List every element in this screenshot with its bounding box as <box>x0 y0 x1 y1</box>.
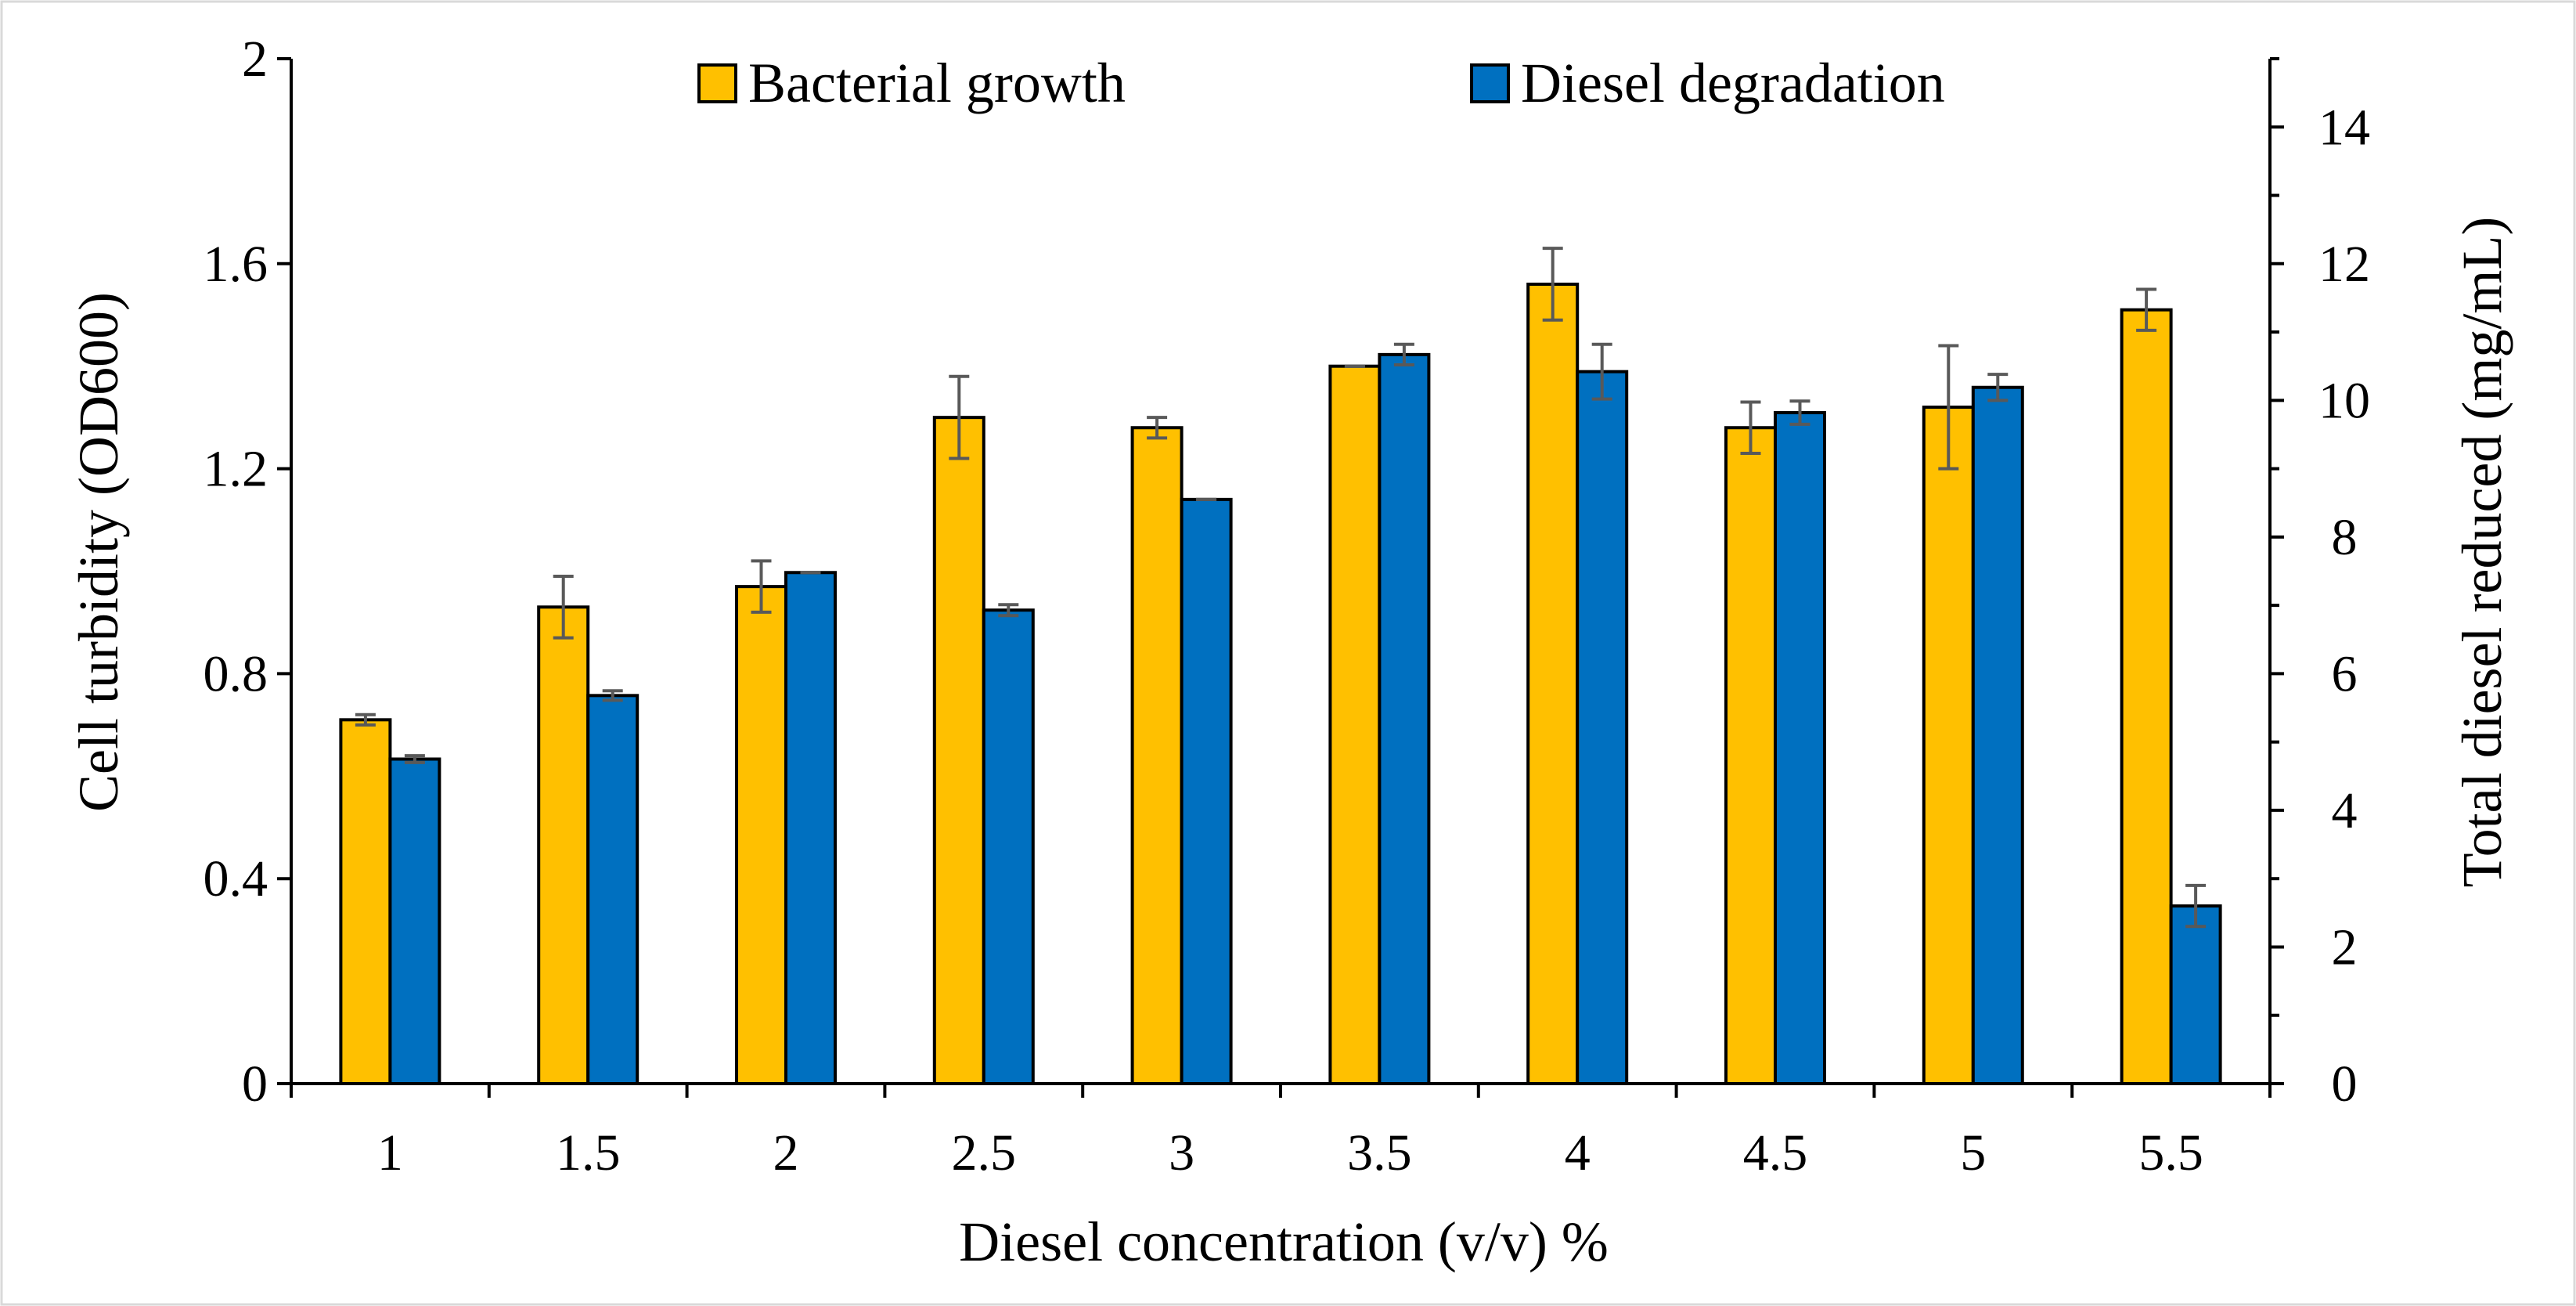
bar-diesel-degradation <box>1576 370 1629 1085</box>
x-tick-label: 1.5 <box>556 1124 621 1182</box>
bar-bacterial-growth <box>932 416 985 1085</box>
y-tick-label: 1.6 <box>204 236 268 293</box>
y2-tick-label: 6 <box>2332 645 2358 702</box>
y2-tick-label: 10 <box>2318 372 2370 429</box>
x-axis-title: Diesel concentration (v/v) % <box>959 1210 1609 1273</box>
bar-bacterial-growth <box>1922 406 1975 1085</box>
y-tick-label: 0.4 <box>204 850 268 907</box>
bar-diesel-degradation <box>784 571 837 1085</box>
x-tick-label: 2 <box>773 1124 799 1182</box>
bar-bacterial-growth <box>735 585 787 1085</box>
bar-bacterial-growth <box>1130 426 1184 1085</box>
x-tick-label: 5 <box>1960 1124 1986 1182</box>
bar-bacterial-growth <box>339 718 392 1085</box>
y2-tick-label: 12 <box>2318 236 2370 293</box>
y2-tick-label: 8 <box>2332 509 2358 566</box>
y-tick-label: 1.2 <box>204 441 268 498</box>
x-tick-label: 1 <box>377 1124 403 1182</box>
y2-tick-label: 14 <box>2318 99 2370 156</box>
legend-label-bacterial-growth: Bacterial growth <box>748 52 1126 114</box>
x-tick-label: 5.5 <box>2138 1124 2203 1182</box>
x-tick-label: 4 <box>1565 1124 1591 1182</box>
bar-bacterial-growth <box>1526 282 1580 1086</box>
bar-bacterial-growth <box>1724 426 1777 1085</box>
bar-diesel-degradation <box>388 757 441 1085</box>
bar-diesel-degradation <box>1180 497 1233 1085</box>
bar-diesel-degradation <box>1971 385 2024 1085</box>
y2-tick-label: 4 <box>2332 782 2358 839</box>
bar-diesel-degradation <box>982 608 1035 1085</box>
bar-diesel-degradation <box>2169 904 2222 1086</box>
legend-label-diesel-degradation: Diesel degradation <box>1521 52 1945 114</box>
x-tick-label: 4.5 <box>1743 1124 1808 1182</box>
bar-bacterial-growth <box>1328 364 1382 1085</box>
bars-layer <box>339 282 2222 1086</box>
x-tick-label: 2.5 <box>952 1124 1017 1182</box>
bar-bacterial-growth <box>2120 308 2173 1085</box>
legend-swatch-diesel-degradation <box>1470 63 1510 103</box>
bar-bacterial-growth <box>537 605 590 1085</box>
y-axis-title: Cell turbidity (OD600) <box>67 292 130 812</box>
y-tick-label: 2 <box>242 31 268 88</box>
legend-swatch-bacterial-growth <box>697 63 737 103</box>
y2-tick-label: 2 <box>2332 918 2358 976</box>
legend: Bacterial growth Diesel degradation <box>697 52 1945 114</box>
bar-diesel-degradation <box>1378 352 1431 1085</box>
error-bars-layer <box>355 247 2207 929</box>
axes-layer: 0 0.4 0.8 1.2 1.6 2 0 2 4 6 8 10 12 14 1 1.5 2 2.5 3 3.5 4 4.… <box>204 31 2371 1182</box>
bar-diesel-degradation <box>1774 411 1826 1085</box>
y-tick-label: 0 <box>242 1055 268 1113</box>
y2-axis-title: Total diesel reduced (mg/mL) <box>2451 217 2513 888</box>
x-tick-label: 3 <box>1169 1124 1194 1182</box>
y2-tick-label: 0 <box>2332 1055 2358 1113</box>
bar-diesel-degradation <box>586 694 639 1085</box>
x-tick-label: 3.5 <box>1347 1124 1412 1182</box>
y-tick-label: 0.8 <box>204 645 268 702</box>
